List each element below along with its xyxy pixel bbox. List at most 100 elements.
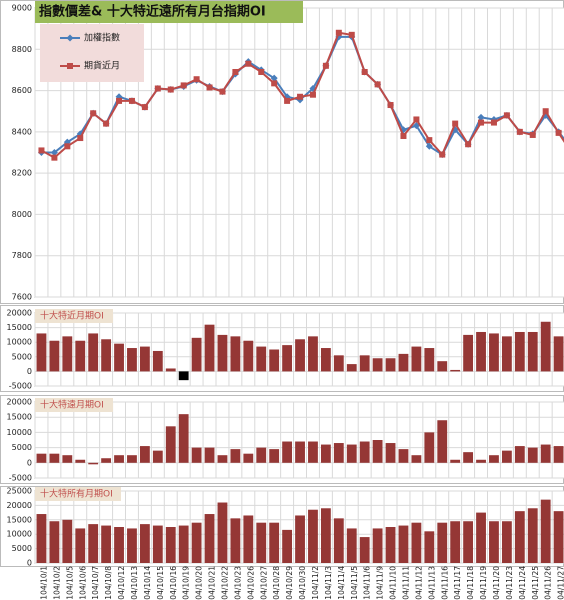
bar <box>230 518 241 563</box>
point <box>322 62 329 69</box>
bar <box>178 371 189 381</box>
bar <box>139 524 150 563</box>
bar <box>36 514 47 563</box>
bar <box>49 340 60 372</box>
bar <box>139 446 150 463</box>
x-tick-label: 104/10/28 <box>272 566 281 600</box>
title-box <box>35 398 113 412</box>
bar <box>191 337 202 372</box>
bar <box>165 527 176 563</box>
bar <box>243 340 254 372</box>
y-tick-label: 8800 <box>12 45 32 54</box>
x-tick-label: 104/11/19 <box>479 566 488 600</box>
point <box>90 110 97 117</box>
bar <box>514 511 525 563</box>
chart-title: 十大特近月期OI <box>40 310 104 322</box>
point <box>387 102 394 109</box>
x-tick-label: 104/10/1 <box>39 566 48 600</box>
bar <box>411 455 422 463</box>
bar <box>398 449 409 463</box>
bar <box>308 441 318 463</box>
bar <box>385 358 396 372</box>
x-tick-label: 104/10/2 <box>52 566 61 600</box>
point <box>348 31 355 38</box>
point <box>413 116 420 123</box>
bar <box>204 324 215 372</box>
y-tick-label: 15000 <box>7 413 32 422</box>
bar <box>437 361 448 372</box>
point <box>245 60 252 67</box>
bar <box>152 350 163 372</box>
point <box>516 128 523 135</box>
legend-marker <box>67 63 73 69</box>
y-tick-label: -5000 <box>9 382 32 391</box>
point <box>128 97 135 104</box>
bar <box>320 444 331 463</box>
bar <box>540 444 551 463</box>
x-tick-label: 104/11/5 <box>350 566 359 600</box>
bar <box>346 528 357 563</box>
bar <box>489 333 499 372</box>
bar <box>114 455 124 463</box>
point <box>555 129 562 136</box>
bar <box>501 521 512 563</box>
bar <box>256 447 267 463</box>
x-tick-label: 104/11/3 <box>324 566 333 600</box>
bar <box>295 339 305 372</box>
bar <box>295 441 305 463</box>
y-tick-label: 8400 <box>12 127 32 136</box>
title-box <box>35 1 303 23</box>
bar <box>230 336 241 372</box>
x-tick-label: 104/10/8 <box>104 566 113 600</box>
bar <box>372 440 383 463</box>
chart-title: 十大特遠月期OI <box>40 399 104 411</box>
x-tick-label: 104/10/26 <box>246 566 255 600</box>
bar <box>49 453 60 463</box>
y-tick-label: 20000 <box>7 398 32 407</box>
point <box>309 91 316 98</box>
bar <box>62 519 73 563</box>
point <box>374 81 381 88</box>
bar <box>553 336 564 372</box>
point <box>426 137 433 144</box>
point <box>400 132 407 139</box>
point <box>297 93 304 100</box>
bar <box>152 450 163 463</box>
bar <box>514 446 525 463</box>
y-tick-label: 20000 <box>7 309 32 318</box>
bar <box>359 355 370 372</box>
y-tick-label: 8600 <box>12 86 32 95</box>
bar <box>333 518 344 563</box>
bar <box>501 336 512 372</box>
bar <box>476 512 486 563</box>
bar <box>476 331 486 372</box>
bar <box>256 346 267 372</box>
legend <box>40 24 144 82</box>
bar <box>127 528 137 563</box>
bar <box>217 334 228 372</box>
y-tick-label: 25000 <box>7 487 32 496</box>
bar <box>527 447 538 463</box>
point <box>232 68 239 75</box>
x-tick-label: 104/10/16 <box>169 566 178 600</box>
bar <box>450 459 461 463</box>
bar <box>165 426 176 463</box>
bar <box>243 453 254 463</box>
x-tick-label: 104/10/12 <box>117 566 126 600</box>
y-tick-label: 0 <box>27 458 32 467</box>
bar <box>372 358 383 372</box>
bar <box>101 458 112 463</box>
point <box>219 88 226 95</box>
x-tick-label: 104/11/20 <box>492 566 501 600</box>
y-tick-label: 5000 <box>12 544 32 553</box>
bar <box>62 455 73 463</box>
x-tick-label: 104/11/27 <box>557 566 564 600</box>
bar <box>282 441 293 463</box>
point <box>465 141 472 148</box>
point <box>439 151 446 158</box>
bar <box>256 522 267 563</box>
y-tick-label: 9000 <box>12 4 32 13</box>
bar <box>178 414 189 463</box>
x-tick-label: 104/10/6 <box>78 566 87 600</box>
